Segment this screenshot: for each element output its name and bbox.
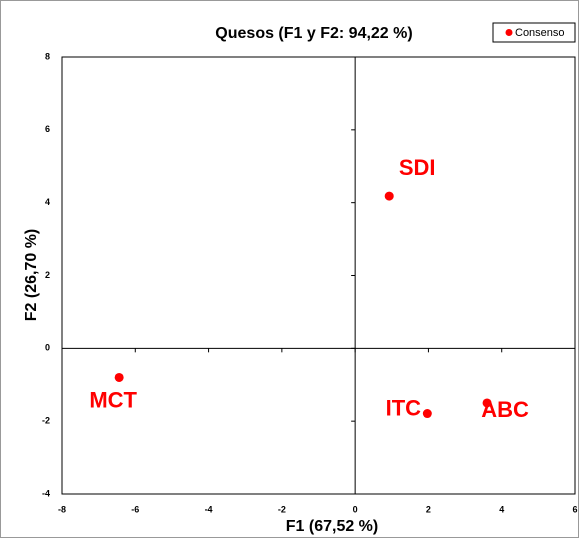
point-label: ITC xyxy=(386,395,422,420)
point-label: MCT xyxy=(89,387,137,412)
y-tick-label: 8 xyxy=(45,51,50,61)
point xyxy=(384,191,394,201)
x-tick-label: -4 xyxy=(205,504,213,514)
point xyxy=(482,398,492,408)
y-tick-label: 0 xyxy=(45,343,50,353)
y-tick-label: -2 xyxy=(42,416,50,426)
point-label: ABC xyxy=(481,397,529,422)
legend-marker xyxy=(505,29,513,36)
x-axis-label: F1 (67,52 %) xyxy=(286,518,378,535)
y-tick-label: -4 xyxy=(42,488,50,498)
x-tick-label: 0 xyxy=(353,504,358,514)
x-tick-label: 6 xyxy=(572,504,577,514)
x-tick-label: -6 xyxy=(131,504,139,514)
y-tick-label: 6 xyxy=(45,124,50,134)
point-label: SDI xyxy=(399,155,436,180)
y-axis-label: F2 (26,70 %) xyxy=(23,229,40,321)
point xyxy=(114,372,124,382)
legend-label: Consenso xyxy=(515,27,565,39)
x-tick-label: 4 xyxy=(499,504,504,514)
point xyxy=(422,409,432,419)
plot-area xyxy=(61,56,576,495)
y-tick-label: 4 xyxy=(45,197,50,207)
y-tick-label: 2 xyxy=(45,270,50,280)
chart-title: Quesos (F1 y F2: 94,22 %) xyxy=(215,25,412,42)
x-tick-label: -2 xyxy=(278,504,286,514)
legend xyxy=(492,22,576,43)
x-tick-label: -8 xyxy=(58,504,66,514)
x-tick-label: 2 xyxy=(426,504,431,514)
